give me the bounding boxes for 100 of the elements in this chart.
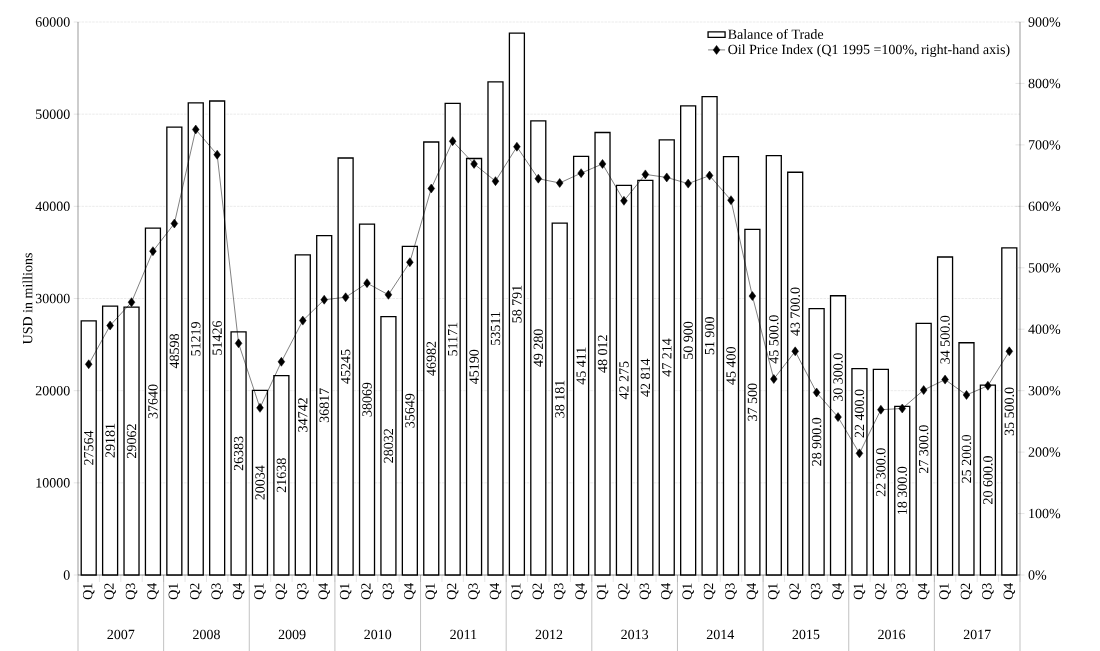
point [727,195,735,205]
point [705,170,714,181]
y-tick-label: 40000 [35,201,70,212]
y2-tick-label: 300% [1028,385,1061,396]
point [598,159,607,169]
x-tick-label: Q3 [382,583,395,600]
point [641,169,649,180]
text: 2014 [706,629,735,640]
data-label: 35649 [405,393,415,428]
data-label: 45245 [340,349,351,384]
text: 2007 [107,629,135,640]
data-label: 58 791 [512,285,522,323]
x-tick-label: Q1 [511,583,523,600]
point [556,178,564,188]
point [770,374,778,384]
data-label: 20034 [255,465,265,500]
data-label: 22 400.0 [854,389,865,438]
point [620,196,628,206]
point [513,141,521,152]
x-tick-label: Q2 [960,583,973,600]
x-tick-label: Q1 [339,583,352,600]
point [427,183,435,194]
point [299,315,307,326]
x-tick-label: Q2 [104,583,116,600]
x-tick-label: Q4 [404,582,416,600]
data-label: 37 500 [747,383,758,421]
y-tick-label: 60000 [35,17,70,27]
point [577,168,585,178]
x-tick-label: Q1 [596,583,609,600]
text: 2009 [278,629,306,640]
data-label: 53511 [490,312,501,345]
data-label: 51171 [447,322,458,356]
point [234,338,243,349]
data-label: 20 600.0 [983,456,993,504]
x-tick-label: Q1 [682,583,694,600]
data-label: 45190 [469,349,479,384]
data-label: 51 900 [704,317,715,355]
x-tick-label: Q4 [232,582,245,600]
y-tick-label: 20000 [35,385,70,396]
x-tick-label: Q1 [853,583,866,600]
x-tick-label: Q4 [746,582,759,600]
x-tick-label: Q3 [297,583,309,600]
point [85,359,93,369]
data-label: 47 214 [662,338,672,377]
x-tick-label: Q3 [639,583,652,600]
x-tick-label: Q3 [982,583,994,600]
point [834,412,842,422]
data-label: 48 012 [597,335,608,373]
data-label: 48598 [169,334,180,369]
x-tick-label: Q2 [275,583,288,600]
point [149,246,157,256]
y2-tick-label: 0% [1028,570,1047,580]
y-tick-label: 10000 [36,478,70,488]
x-tick-label: Q4 [318,582,330,600]
point [470,159,478,169]
x-tick-label: Q4 [147,582,159,600]
data-label: 46982 [426,341,436,376]
data-label: 50 900 [683,321,693,359]
y-axis-title: USD in millions [22,253,33,345]
x-tick-label: Q1 [939,583,951,600]
text: 2012 [535,629,563,640]
point [320,294,328,305]
data-label: 27564 [84,430,94,465]
x-tick-label: Q4 [1003,582,1016,600]
point [170,218,178,229]
point [1005,346,1013,357]
x-tick-label: Q3 [725,583,737,600]
point [341,292,350,303]
x-tick-label: Q3 [211,583,223,600]
x-tick-label: Q4 [660,582,673,600]
x-tick-label: Q3 [553,583,566,600]
data-label: 37640 [148,384,158,419]
point [277,357,286,367]
point [663,172,671,183]
point [877,404,885,415]
data-label: 51219 [191,322,201,356]
y2-tick-label: 600% [1028,201,1061,212]
y2-tick-label: 400% [1028,324,1061,334]
text: 2013 [621,629,649,640]
legend-label: Oil Price Index (Q1 1995 =100%, right-hand axis) [728,44,1010,58]
text: 2011 [450,629,477,640]
x-tick-label: Q2 [361,583,373,600]
point [898,403,906,414]
y2-tick-label: 800% [1028,78,1061,89]
data-label: 34742 [298,398,308,432]
data-label: 38069 [362,382,372,417]
x-tick-label: Q2 [875,583,887,600]
point [106,320,114,331]
y2-tick-label: 100% [1029,508,1061,519]
point [748,291,757,301]
point [791,346,799,357]
data-label: 18 300.0 [897,466,908,514]
data-label: 27 300.0 [918,425,929,474]
point [256,403,264,413]
data-label: 25 200.0 [961,434,972,483]
y2-tick-label: 200% [1028,447,1061,457]
x-tick-label: Q2 [532,583,545,600]
legend-label: Balance of Trade [728,28,824,39]
point [192,124,200,135]
x-tick-label: Q1 [425,583,438,600]
